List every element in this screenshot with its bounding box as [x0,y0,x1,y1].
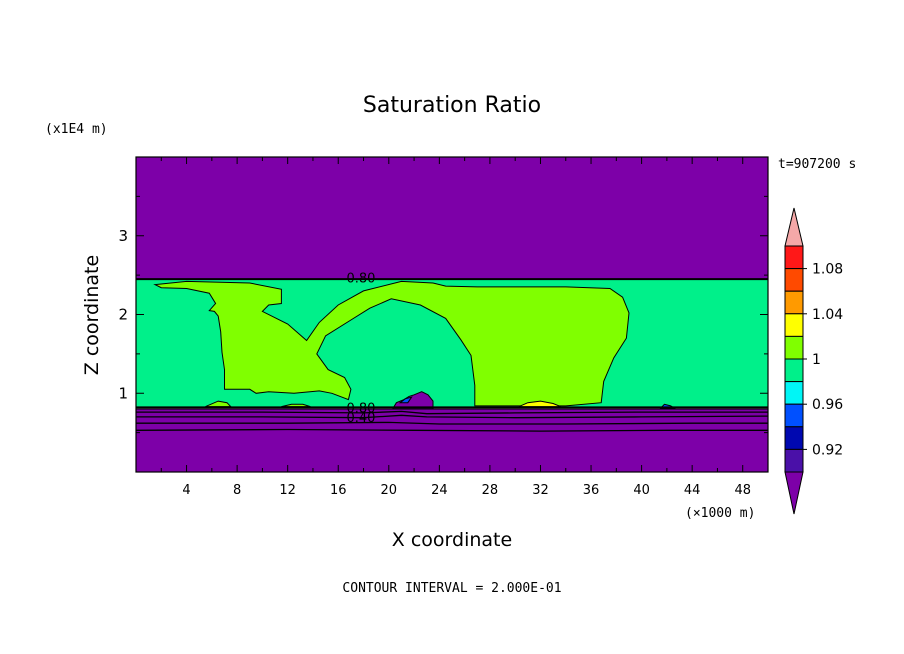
x-tick-label-16: 16 [330,483,347,498]
colorbar-bin-1.08 [784,245,804,270]
plot-contour-labels: 0.800.800.40 [347,271,376,425]
x-tick-label-28: 28 [482,483,499,498]
x-tick-label-4: 4 [182,483,190,498]
x-tick-label-32: 32 [532,483,549,498]
colorbar-bin-0.94 [784,403,804,428]
contour-label-2: 0.40 [347,411,376,426]
y-unit-label: (x1E4 m) [45,122,108,137]
contour-line-1 [136,414,769,419]
y-tick-label-2: 2 [118,306,128,324]
colorbar-bottom-arrow [784,471,804,515]
colorbar-label-0.96: 0.96 [812,397,843,413]
colorbar-bin-0.96 [784,381,804,405]
y-tick-label-3: 3 [118,227,128,245]
colorbar-bin-0.9 [784,448,804,473]
colorbar-bin-0.92 [784,426,804,450]
colorbar-bin-1 [784,335,804,360]
x-tick-label-8: 8 [233,483,241,498]
time-label: t=907200 s [778,157,856,172]
colorbar-label-1.04: 1.04 [812,307,843,323]
x-tick-label-20: 20 [381,483,398,498]
colorbar-bin-1.04 [784,290,804,315]
x-tick-label-36: 36 [583,483,600,498]
y-tick-label-1: 1 [118,384,128,402]
chart-title: Saturation Ratio [363,93,541,118]
contour-label-0: 0.80 [347,271,376,286]
region-turret-cloud [391,391,434,410]
x-unit-label: (×1000 m) [685,506,755,521]
y-axis-title: Z coordinate [81,255,103,375]
contour-line-2 [136,421,768,425]
contour-label-1: 0.80 [347,401,376,416]
x-tick-label-24: 24 [431,483,448,498]
contour-interval-text: CONTOUR INTERVAL = 2.000E-01 [342,581,561,596]
plot-regions [135,156,769,473]
contour-line-0 [136,410,768,415]
region-lower-dry-layer [135,408,769,473]
colorbar-top-arrow [784,207,804,247]
contour-line-3 [135,428,768,432]
colorbar-label-0.92: 0.92 [812,442,843,458]
x-tick-label-40: 40 [633,483,650,498]
region-blue-tip [398,396,413,404]
region-supersat-region-left [153,280,630,407]
x-axis-title: X coordinate [392,529,512,551]
region-upper-dry-layer [135,156,769,280]
plot-contour-lines [135,278,769,432]
colorbar-label-1: 1 [812,352,821,368]
colorbar-label-1.08: 1.08 [812,262,843,278]
x-tick-label-48: 48 [734,483,751,498]
x-tick-label-12: 12 [279,483,296,498]
colorbar: 0.92 0.96 1 1.04 1.08 [784,207,843,515]
colorbar-bin-1.06 [784,268,804,292]
colorbar-bin-0.98 [784,358,804,383]
x-tick-label-44: 44 [684,483,701,498]
colorbar-bin-1.02 [784,313,804,337]
